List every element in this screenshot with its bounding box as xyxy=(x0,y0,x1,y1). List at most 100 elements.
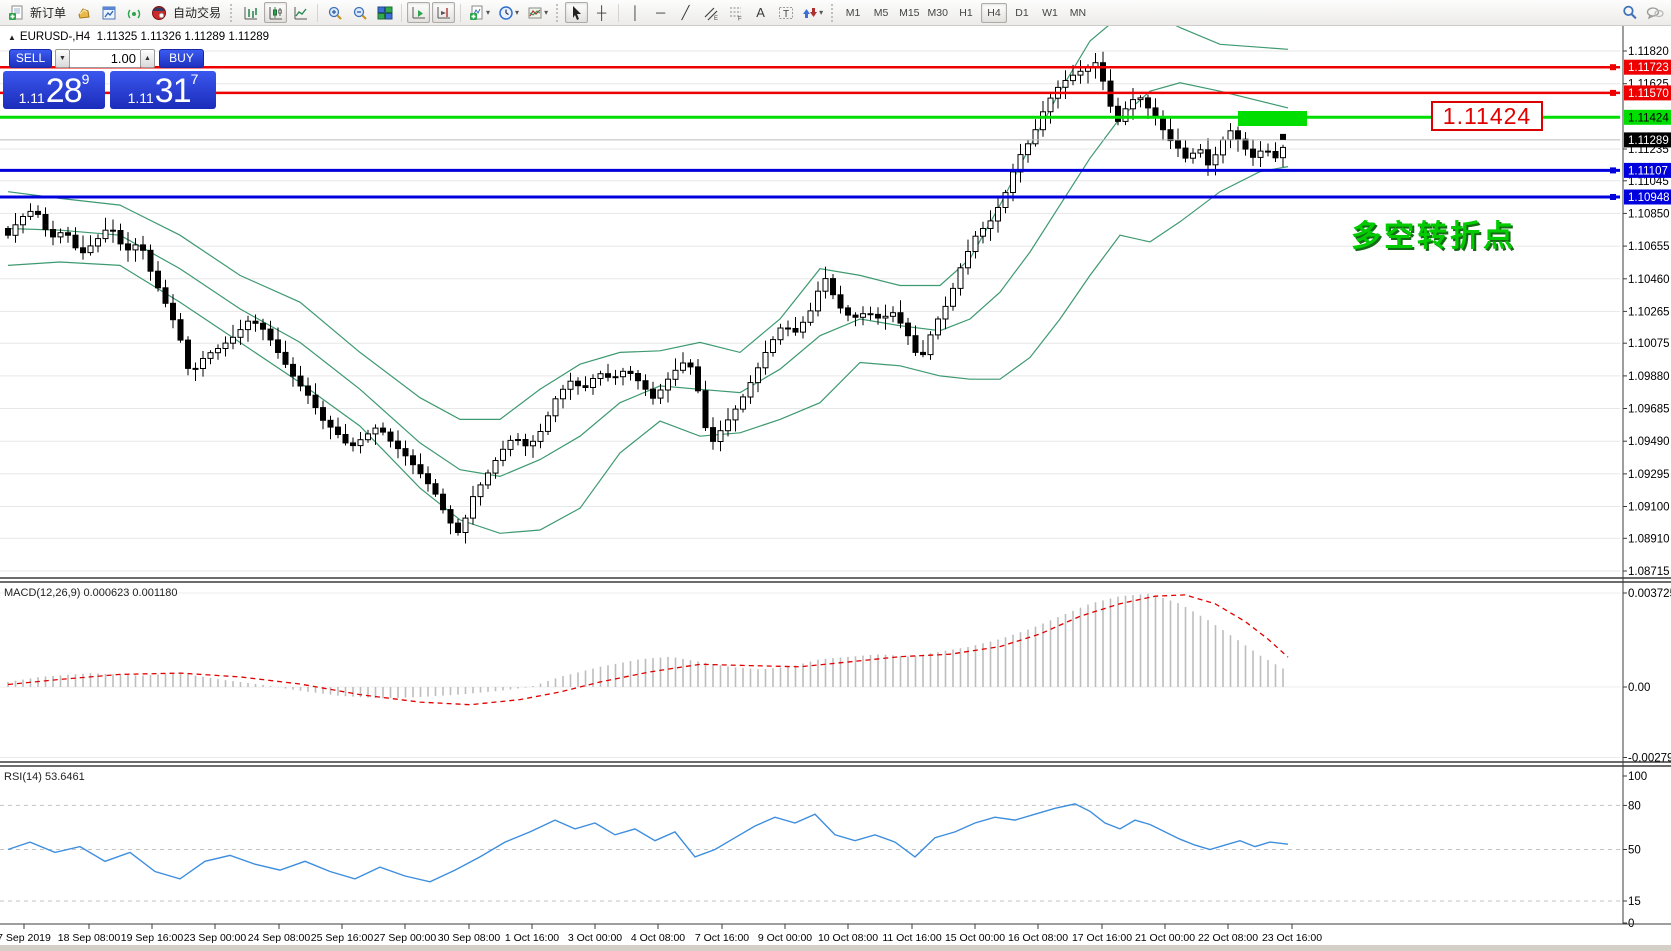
pane-separators xyxy=(0,577,1671,767)
time-axis: 7 Sep 2019 18 Sep 08:00 19 Sep 16:00 23 Sep… xyxy=(0,923,1671,944)
market-watch-button[interactable] xyxy=(72,2,95,23)
svg-text:1.10460: 1.10460 xyxy=(1628,274,1670,286)
chart-shift-icon xyxy=(437,6,450,18)
svg-text:E: E xyxy=(714,16,718,21)
indicators-icon xyxy=(470,5,483,20)
bar-chart-button[interactable] xyxy=(239,2,262,23)
hline-1.11723[interactable] xyxy=(0,64,1620,71)
bollinger-middle xyxy=(7,82,1289,478)
svg-text:1.09490: 1.09490 xyxy=(1628,436,1670,448)
candlestick-chart-icon xyxy=(269,6,282,19)
periods-dropdown-icon[interactable]: ▾ xyxy=(515,8,520,17)
equidistant-channel-button[interactable]: E xyxy=(699,2,722,23)
horizontal-lines[interactable] xyxy=(0,64,1620,200)
collapse-trade-panel-icon[interactable]: ▲ xyxy=(8,33,16,42)
new-order-label[interactable]: 新订单 xyxy=(30,6,67,20)
autotrading-button[interactable] xyxy=(147,2,170,23)
svg-text:1.09685: 1.09685 xyxy=(1628,404,1670,416)
hline-1.10948[interactable] xyxy=(0,194,1620,200)
svg-text:0.003725: 0.003725 xyxy=(1628,588,1671,600)
templates-icon xyxy=(528,7,542,18)
signals-button[interactable] xyxy=(122,2,145,23)
search-icon xyxy=(1623,5,1637,20)
timeframe-w1-button[interactable]: W1 xyxy=(1042,6,1058,19)
buy-price-big: 31 xyxy=(154,72,192,110)
zoom-in-button[interactable] xyxy=(323,2,346,23)
fibonacci-button[interactable]: F xyxy=(724,2,747,23)
grid-layer xyxy=(0,50,1620,902)
timeframe-m15-button[interactable]: M15 xyxy=(899,6,920,19)
svg-text:100: 100 xyxy=(1628,771,1647,783)
templates-button[interactable]: ▾ xyxy=(524,2,551,23)
hline-1.11107[interactable] xyxy=(0,167,1620,174)
candlestick-chart-button[interactable] xyxy=(264,2,288,23)
timeframe-d1-button[interactable]: D1 xyxy=(1015,6,1029,19)
search-button[interactable] xyxy=(1618,2,1641,23)
macd-layer xyxy=(7,593,1289,706)
bollinger-lower xyxy=(7,166,1289,534)
price-level-annotation[interactable]: 1.11424 xyxy=(1431,101,1543,131)
auto-scroll-icon xyxy=(412,6,425,18)
arrows-icon xyxy=(803,7,818,18)
volume-decrease-button[interactable]: ▼ xyxy=(55,48,70,68)
autotrading-label[interactable]: 自动交易 xyxy=(173,6,222,20)
zoom-out-button[interactable] xyxy=(348,2,371,23)
trendline-icon: ╱ xyxy=(681,4,690,20)
svg-text:30 Sep 08:00: 30 Sep 08:00 xyxy=(438,932,501,944)
buy-price-display[interactable]: 1.11 31 7 xyxy=(110,71,216,109)
buy-price-pip: 7 xyxy=(190,71,199,87)
hline-1.11570[interactable] xyxy=(0,89,1620,96)
arrows-dropdown-icon[interactable]: ▾ xyxy=(819,8,824,17)
text-label-button[interactable]: T xyxy=(774,2,797,23)
new-order-button[interactable] xyxy=(4,2,27,23)
highlight-rect[interactable] xyxy=(1238,111,1307,140)
toolbar-separator xyxy=(401,3,403,22)
macd-signal-line xyxy=(7,594,1289,706)
tile-windows-button[interactable] xyxy=(373,2,396,23)
volume-increase-button[interactable]: ▲ xyxy=(140,48,155,68)
timeframe-h4-button[interactable]: H4 xyxy=(980,2,1007,23)
trendline-button[interactable]: ╱ xyxy=(674,2,697,23)
svg-text:50: 50 xyxy=(1628,845,1641,857)
chart-shift-button[interactable] xyxy=(432,2,456,23)
chat-button[interactable] xyxy=(1643,2,1667,23)
timeframe-m5-button[interactable]: M5 xyxy=(873,6,889,19)
text-label-icon: T xyxy=(778,6,793,20)
vertical-line-icon: │ xyxy=(631,5,640,20)
line-chart-button[interactable] xyxy=(289,2,312,23)
timeframe-h1-button[interactable]: H1 xyxy=(959,6,973,19)
svg-text:0.00: 0.00 xyxy=(1628,682,1650,694)
toolbar-separator xyxy=(317,3,319,22)
indicators-dropdown-icon[interactable]: ▾ xyxy=(486,8,491,17)
svg-text:10 Oct 08:00: 10 Oct 08:00 xyxy=(818,932,878,944)
svg-text:23 Oct 16:00: 23 Oct 16:00 xyxy=(1262,932,1322,944)
text-button[interactable]: A xyxy=(749,2,772,23)
svg-text:3 Oct 00:00: 3 Oct 00:00 xyxy=(568,932,622,944)
arrows-button[interactable]: ▾ xyxy=(799,2,826,23)
buy-button[interactable]: BUY xyxy=(159,48,204,68)
svg-text:22 Oct 08:00: 22 Oct 08:00 xyxy=(1198,932,1258,944)
templates-dropdown-icon[interactable]: ▾ xyxy=(544,8,549,17)
svg-text:1.09880: 1.09880 xyxy=(1628,371,1670,383)
turning-point-annotation[interactable]: 多空转折点 xyxy=(1351,220,1516,253)
periods-button[interactable]: ▾ xyxy=(495,2,522,23)
svg-text:24 Sep 08:00: 24 Sep 08:00 xyxy=(248,932,311,944)
auto-scroll-button[interactable] xyxy=(407,2,431,23)
timeframe-m1-button[interactable]: M1 xyxy=(845,6,861,19)
crosshair-button[interactable]: ┼ xyxy=(590,2,613,23)
new-chart-button[interactable] xyxy=(97,2,120,23)
zoom-in-icon xyxy=(328,6,342,20)
sell-button[interactable]: SELL xyxy=(9,48,52,68)
bar-chart-icon xyxy=(244,6,257,19)
svg-text:7 Sep 2019: 7 Sep 2019 xyxy=(0,932,51,944)
timeframe-mn-button[interactable]: MN xyxy=(1069,6,1087,19)
timeframe-m30-button[interactable]: M30 xyxy=(927,6,948,19)
indicators-button[interactable]: ▾ xyxy=(466,2,493,23)
volume-input[interactable] xyxy=(70,48,140,68)
horizontal-line-button[interactable]: ─ xyxy=(649,2,672,23)
cursor-button[interactable] xyxy=(565,2,589,23)
sell-price-display[interactable]: 1.11 28 9 xyxy=(3,71,105,109)
svg-text:15: 15 xyxy=(1628,896,1641,908)
vertical-line-button[interactable]: │ xyxy=(624,2,647,23)
